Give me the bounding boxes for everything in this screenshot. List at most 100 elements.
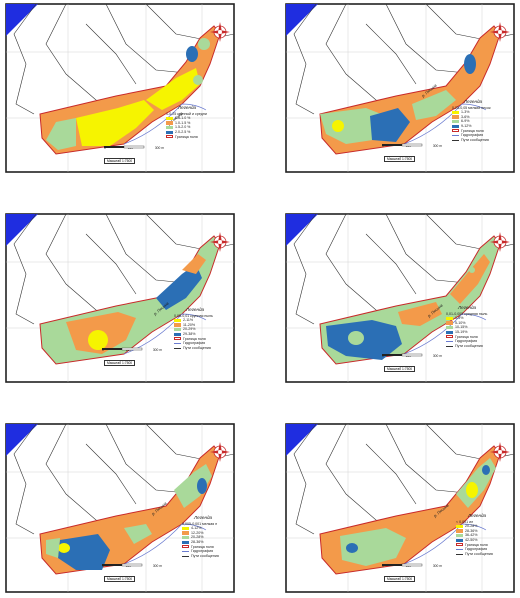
zones bbox=[46, 38, 210, 150]
hydrography-line bbox=[123, 313, 207, 355]
legend-subtitle: < 0,001 ил bbox=[456, 519, 474, 524]
zones bbox=[326, 254, 490, 360]
legend-subtitle: 0,05-0,01 крупная пыль bbox=[174, 313, 213, 318]
legend-swatch bbox=[166, 126, 173, 130]
map-panel-5: р. Пясина Легенда 0,005-0,001 мелкая п 4… bbox=[5, 423, 235, 593]
legend-class-label: 12-20% bbox=[191, 530, 204, 535]
legend-subtitle: 0,01-0,005 средняя пыль bbox=[446, 311, 488, 316]
scale-bar: 0150300 m bbox=[102, 563, 162, 568]
legend-class-label: 29-38% bbox=[183, 331, 196, 336]
map-canvas bbox=[5, 213, 235, 383]
legend-class-label: 28-36% bbox=[191, 539, 204, 544]
legend-class-label: 10-15% bbox=[455, 325, 468, 330]
compass-rose-icon bbox=[210, 232, 230, 252]
field-boundary-label: Граница поля bbox=[465, 542, 488, 547]
legend-swatch bbox=[166, 121, 173, 125]
legend-class-label: 9-12% bbox=[461, 123, 472, 128]
field-boundary-label: Граница поля bbox=[183, 336, 206, 341]
legend-class-label: 2-11% bbox=[183, 318, 194, 323]
legend: Легенда 0,005-0,001 мелкая п 4-12% 12-20… bbox=[182, 515, 219, 558]
hydrography-label: Гидрография bbox=[465, 547, 488, 552]
roads-label: Пути сообщения bbox=[191, 553, 219, 558]
legend-title: Легенда bbox=[178, 105, 197, 110]
legend-subtitle: 0,005-0,001 мелкая п bbox=[182, 521, 218, 526]
legend-subtitle: 0,25-0,05 мелкий песок bbox=[452, 105, 491, 110]
legend-title: Легенда bbox=[194, 515, 213, 520]
legend-class-label: 5-10% bbox=[455, 320, 466, 325]
legend: Легенда 0,01-0,005 средняя пыль 1-5% 5-1… bbox=[446, 305, 488, 348]
legend-class-label: 1-5% bbox=[455, 316, 464, 321]
legend-class-label: 2.0-2.5 % bbox=[175, 129, 191, 134]
legend: Легенда 0,05-0,01 крупная пыль 2-11% 11-… bbox=[174, 307, 213, 350]
field-boundary-label: Граница поля bbox=[175, 134, 198, 139]
legend-class-label: 3-6% bbox=[461, 114, 470, 119]
hydrography-line bbox=[123, 103, 207, 145]
map-panel-2: р. Пясина Легенда 0,25-0,05 мелкий песок… bbox=[285, 3, 515, 173]
legend-class-label: 42-50% bbox=[465, 537, 478, 542]
field-boundary-swatch bbox=[166, 135, 173, 139]
legend-class-label: 20-28% bbox=[191, 535, 204, 540]
map-panel-3: р. Пясина Легенда 0,05-0,01 крупная пыль… bbox=[5, 213, 235, 383]
scale-caption: Масштаб 1:7500 bbox=[104, 360, 136, 366]
scale-bar: 0150300 m bbox=[382, 353, 442, 358]
field-boundary-label: Граница поля bbox=[461, 128, 484, 133]
legend-class-label: 20-29% bbox=[183, 327, 196, 332]
hydrography-label: Гидрография bbox=[455, 339, 478, 344]
hydrography-line bbox=[403, 313, 487, 355]
legend-subtitle: 1-0,25 крупный и средни bbox=[166, 111, 207, 116]
scale-bar: 0150300 m bbox=[102, 347, 162, 352]
roads-label: Пути сообщения bbox=[461, 137, 489, 142]
legend-class-label: 36-42% bbox=[465, 533, 478, 538]
scale-caption: Масштаб 1:7500 bbox=[104, 158, 136, 164]
scale-caption: Масштаб 1:7500 bbox=[104, 576, 136, 582]
legend: Легенда 1-0,25 крупный и средни 0.5-1.0 … bbox=[166, 105, 207, 139]
legend-swatch bbox=[166, 130, 173, 134]
hydrography-line bbox=[123, 523, 207, 565]
scale-bar: 0150300 m bbox=[104, 145, 164, 150]
legend-title: Легенда bbox=[186, 307, 205, 312]
legend-class-label: 28-36% bbox=[465, 528, 478, 533]
legend-title: Легенда bbox=[464, 99, 483, 104]
compass-rose-icon bbox=[210, 22, 230, 42]
scale-caption: Масштаб 1:7500 bbox=[384, 156, 416, 162]
roads-label: Пути сообщения bbox=[455, 343, 483, 348]
legend-title: Легенда bbox=[458, 305, 477, 310]
legend-class-label: 1-3% bbox=[461, 110, 470, 115]
scale-caption: Масштаб 1:7500 bbox=[384, 576, 416, 582]
compass-rose-icon bbox=[490, 22, 510, 42]
map-panel-1: р. Пясина Легенда 1-0,25 крупный и средн… bbox=[5, 3, 235, 173]
compass-rose-icon bbox=[210, 442, 230, 462]
roads-label: Пути сообщения bbox=[465, 551, 493, 556]
legend: Легенда < 0,001 ил 20-28% 28-36% 36-42% … bbox=[456, 513, 493, 556]
legend-class-label: 1.5-2.0 % bbox=[175, 125, 191, 130]
field-boundary-label: Граница поля bbox=[455, 334, 478, 339]
roads-label: Пути сообщения bbox=[183, 345, 211, 350]
hydrography-label: Гидрография bbox=[461, 133, 484, 138]
zones bbox=[340, 458, 496, 566]
zones bbox=[320, 54, 476, 144]
map-canvas bbox=[5, 3, 235, 173]
map-canvas bbox=[285, 3, 515, 173]
legend-class-label: 15-19% bbox=[455, 329, 468, 334]
legend: Легенда 0,25-0,05 мелкий песок 1-3% 3-6%… bbox=[452, 99, 491, 142]
legend-swatch bbox=[166, 116, 173, 121]
hydrography-line bbox=[403, 523, 487, 565]
legend-class-label: 0.5-1.0 % bbox=[175, 116, 191, 121]
legend-class-label: 1.0-1.5 % bbox=[175, 120, 191, 125]
field-boundary-label: Граница поля bbox=[191, 544, 214, 549]
zones bbox=[66, 254, 206, 354]
hydrography-label: Гидрография bbox=[191, 549, 214, 554]
hydrography-line bbox=[403, 103, 487, 145]
map-frame bbox=[5, 213, 235, 383]
map-panel-6: р. Пясина Легенда < 0,001 ил 20-28% 28-3… bbox=[285, 423, 515, 593]
legend-class-label: 11-20% bbox=[183, 322, 196, 327]
legend-title: Легенда bbox=[468, 513, 487, 518]
scale-bar: 0150300 m bbox=[382, 143, 442, 148]
scale-bar: 0150300 m bbox=[382, 563, 442, 568]
scale-caption: Масштаб 1:7500 bbox=[384, 366, 416, 372]
compass-rose-icon bbox=[490, 232, 510, 252]
legend-class-label: 20-28% bbox=[465, 524, 478, 529]
zones bbox=[46, 464, 212, 570]
hydrography-label: Гидрография bbox=[183, 341, 206, 346]
compass-rose-icon bbox=[490, 442, 510, 462]
